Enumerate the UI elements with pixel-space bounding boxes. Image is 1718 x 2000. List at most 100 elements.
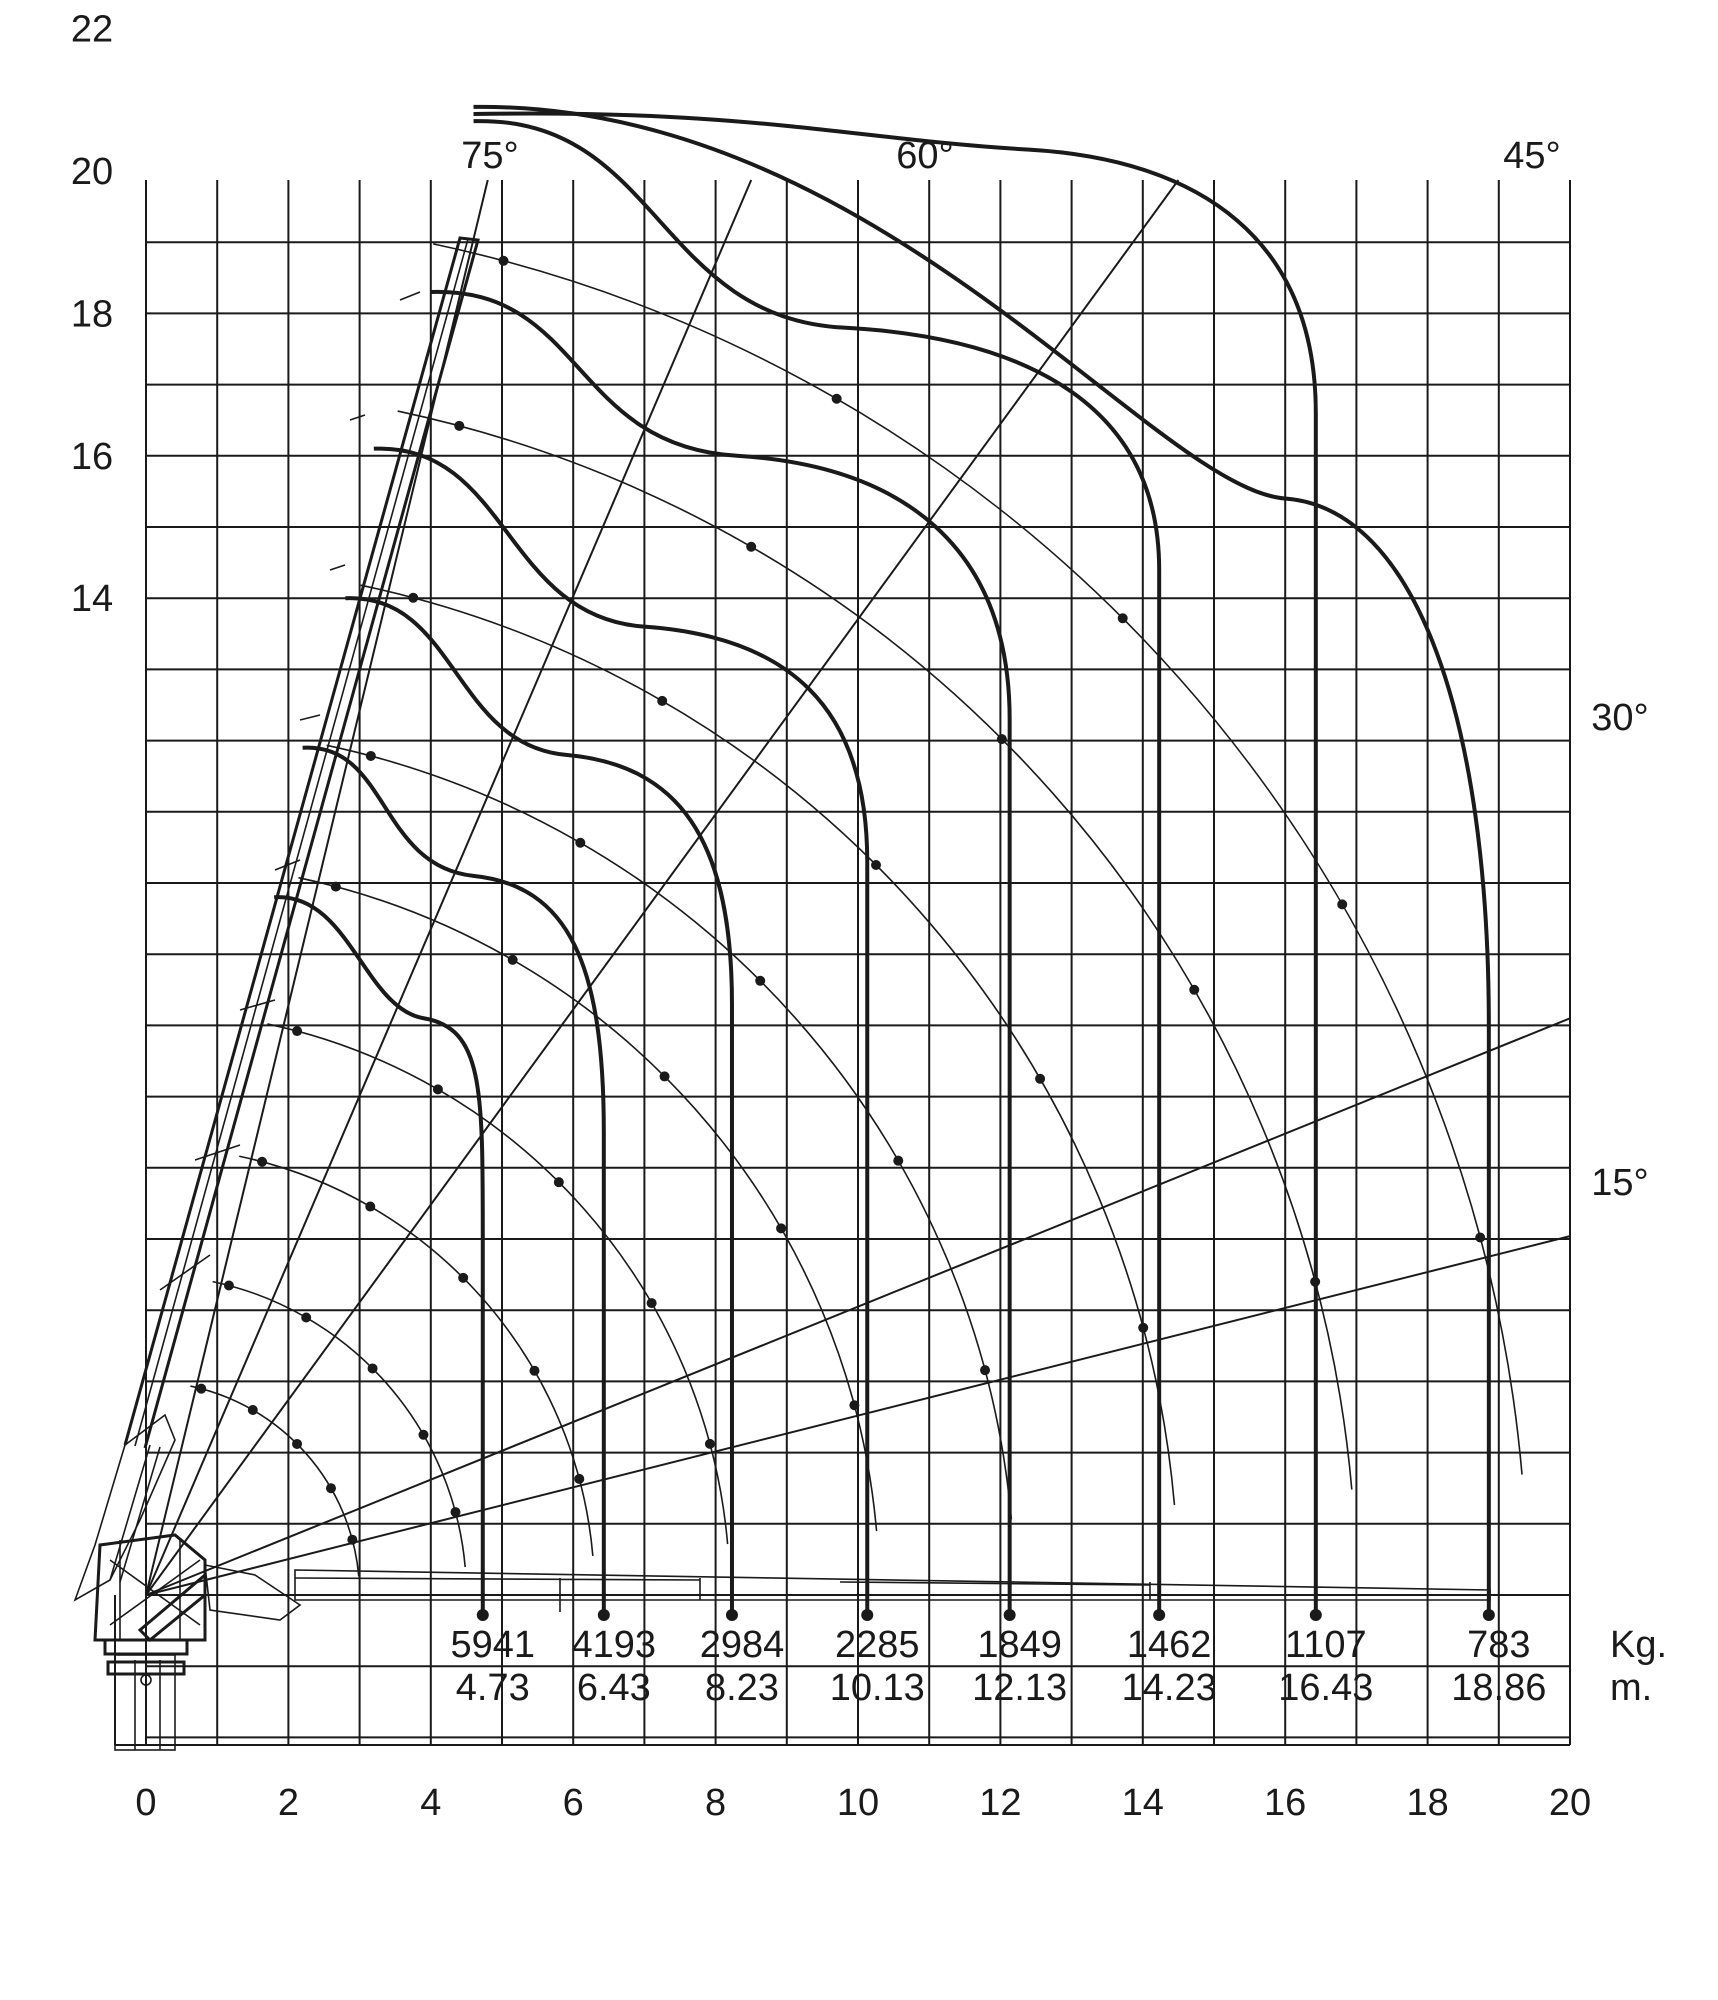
load-envelope-curves (274, 104, 1495, 1621)
reach-m-label: 8.23 (705, 1667, 779, 1709)
load-kg-label: 1849 (977, 1624, 1062, 1666)
x-tick-label: 2 (278, 1782, 299, 1824)
arc-intersection-point (553, 1177, 564, 1188)
reach-m-label: 10.13 (830, 1667, 925, 1709)
arc-intersection-point (831, 393, 842, 404)
crane-base-outline (73, 1413, 176, 1602)
angle-ray (145, 1235, 1571, 1596)
arc-intersection-point (659, 1071, 670, 1082)
angle-label: 30° (1591, 697, 1648, 739)
arc-intersection-point (257, 1156, 268, 1167)
boom-length-arcs (190, 243, 1523, 1577)
arc-intersection-point (1117, 613, 1128, 624)
x-tick-label: 18 (1406, 1782, 1448, 1824)
arc-intersection-point (432, 1084, 443, 1095)
angle-label: 60° (896, 135, 953, 177)
load-kg-label: 1462 (1127, 1624, 1212, 1666)
angle-label: 15° (1591, 1162, 1648, 1204)
load-envelope-curve (430, 290, 1012, 1595)
unit-kg-label: Kg. (1610, 1624, 1667, 1666)
arc-intersection-point (223, 1280, 234, 1291)
boom-length-arc (267, 1023, 729, 1545)
arc-intersection-point (704, 1438, 715, 1449)
load-kg-label: 783 (1467, 1624, 1530, 1666)
arc-intersection-point (450, 1507, 461, 1518)
arc-intersection-point (755, 975, 766, 986)
arc-intersection-point (367, 1363, 378, 1374)
x-tick-label: 12 (979, 1782, 1021, 1824)
angle-label: 75° (461, 135, 518, 177)
arc-intersection-point (849, 1400, 860, 1411)
arc-intersection-point (454, 420, 465, 431)
crane-horizontal-boom (204, 1564, 302, 1621)
arc-intersection-point (1475, 1232, 1486, 1243)
crane-lift-cylinder (109, 1444, 161, 1583)
crane-turret-detail (137, 1571, 207, 1643)
reach-m-label: 16.43 (1278, 1667, 1373, 1709)
arc-intersection-point (330, 881, 341, 892)
angle-ray (145, 1017, 1571, 1596)
unit-m-label: m. (1610, 1667, 1652, 1709)
arc-intersection-point (575, 837, 586, 848)
load-envelope-curve (473, 104, 1491, 1595)
y-tick-label: 20 (71, 151, 113, 193)
x-tick-label: 14 (1122, 1782, 1164, 1824)
crane-flange (106, 1660, 186, 1676)
chart-grid (114, 180, 1571, 1746)
arc-intersection-point (418, 1429, 429, 1440)
arc-intersection-point (292, 1438, 303, 1449)
x-tick-label: 6 (563, 1782, 584, 1824)
arc-intersection-point (507, 954, 518, 965)
crane-horizontal-boom (294, 1577, 1151, 1612)
arc-intersection-point (292, 1026, 303, 1037)
arc-intersection-point (893, 1155, 904, 1166)
load-kg-label: 4193 (572, 1624, 657, 1666)
arc-intersection-point (196, 1383, 207, 1394)
reach-m-label: 6.43 (577, 1667, 651, 1709)
boom-length-arc (433, 243, 1523, 1475)
angle-label: 45° (1503, 135, 1560, 177)
y-tick-label: 14 (71, 578, 113, 620)
load-kg-label: 5941 (451, 1624, 536, 1666)
arc-intersection-point (529, 1365, 540, 1376)
arc-intersection-point (365, 750, 376, 761)
x-tick-label: 10 (837, 1782, 879, 1824)
arc-intersection-point (1189, 984, 1200, 995)
load-kg-label: 2984 (700, 1624, 785, 1666)
load-envelope-curve (373, 446, 870, 1595)
arc-intersection-point (657, 695, 668, 706)
x-tick-label: 8 (705, 1782, 726, 1824)
arc-intersection-point (646, 1298, 657, 1309)
x-tick-label: 0 (135, 1782, 156, 1824)
arc-intersection-point (301, 1312, 312, 1323)
load-envelope-curve (473, 111, 1318, 1595)
crane-horizontal-boom (294, 1569, 1491, 1601)
crane-turret (93, 1533, 207, 1642)
arc-intersection-point (365, 1201, 376, 1212)
crane-turret-detail (109, 1540, 201, 1640)
boom-length-arc (397, 410, 1353, 1490)
x-tick-label: 16 (1264, 1782, 1306, 1824)
reach-m-label: 14.23 (1122, 1667, 1217, 1709)
crane-raised-boom (134, 238, 469, 1447)
reach-m-label: 12.13 (972, 1667, 1067, 1709)
y-tick-label: 22 (71, 9, 113, 51)
crane-pin (140, 1674, 152, 1686)
arc-intersection-point (498, 255, 509, 266)
arc-intersection-point (746, 541, 757, 552)
chart-labels: Kg. m. 0 2 4 6 8 10 12 14 16 18 20 14 16 18 20 22 75° 60°… (71, 9, 1667, 1824)
angle-ray (145, 179, 753, 1596)
load-kg-label: 2285 (835, 1624, 920, 1666)
arc-intersection-point (776, 1223, 787, 1234)
arc-intersection-point (996, 734, 1007, 745)
crane-raised-boom-detail (159, 291, 421, 1291)
load-envelope-curve (274, 895, 485, 1595)
boom-length-arc (298, 876, 878, 1532)
arc-intersection-point (325, 1483, 336, 1494)
angle-rays (145, 179, 1571, 1596)
reach-m-label: 4.73 (456, 1667, 530, 1709)
load-envelope-curve (345, 596, 734, 1595)
arc-intersection-point (574, 1473, 585, 1484)
arc-intersection-point (458, 1272, 469, 1283)
